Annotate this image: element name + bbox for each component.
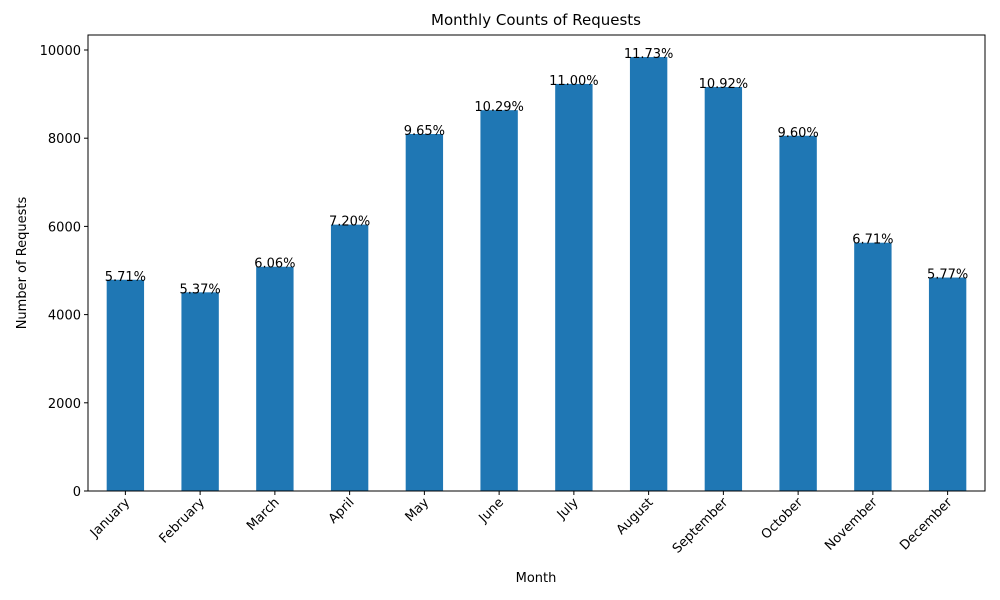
x-tick-label: February xyxy=(157,495,209,547)
bar xyxy=(854,242,892,491)
bar xyxy=(181,292,219,491)
bar-label: 9.60% xyxy=(777,126,818,141)
bar-label: 10.92% xyxy=(699,77,749,92)
bar-label: 6.71% xyxy=(852,233,893,248)
bar xyxy=(555,83,593,491)
bar xyxy=(629,57,668,491)
bar-label: 11.73% xyxy=(624,47,674,62)
bar xyxy=(928,277,967,491)
x-tick-label: January xyxy=(87,495,133,541)
bar xyxy=(256,266,294,491)
x-tick-label: April xyxy=(326,495,358,527)
x-tick-label: October xyxy=(759,495,807,543)
x-tick-label: November xyxy=(822,495,881,554)
x-tick-label: March xyxy=(244,495,283,534)
bar-label: 6.06% xyxy=(254,257,295,272)
bar xyxy=(779,135,817,491)
bar-label: 11.00% xyxy=(549,74,599,89)
x-axis-label: Month xyxy=(516,571,557,586)
y-tick-label: 6000 xyxy=(48,220,81,235)
x-tick-label: September xyxy=(670,495,732,557)
x-tick-label: August xyxy=(614,495,657,538)
x-tick-label: July xyxy=(554,495,582,523)
x-tick-label: May xyxy=(403,495,433,525)
bar xyxy=(106,279,145,491)
bar-label: 7.20% xyxy=(329,215,370,230)
x-tick-label: December xyxy=(897,495,956,554)
bar-label: 5.77% xyxy=(927,268,968,283)
y-tick-label: 10000 xyxy=(40,44,81,59)
bar-label: 9.65% xyxy=(404,124,445,139)
y-tick-label: 8000 xyxy=(48,132,81,147)
bar-label: 10.29% xyxy=(474,100,524,115)
bar-label: 5.37% xyxy=(179,282,220,297)
y-tick-label: 2000 xyxy=(48,397,81,412)
bar xyxy=(480,110,518,491)
y-tick-label: 0 xyxy=(73,485,81,500)
x-tick-label: June xyxy=(476,495,507,526)
y-tick-label: 4000 xyxy=(48,309,81,324)
bar-label: 5.71% xyxy=(105,270,146,285)
bar xyxy=(704,87,743,491)
y-axis-label: Number of Requests xyxy=(15,196,30,329)
chart-title: Monthly Counts of Requests xyxy=(431,11,641,29)
bar xyxy=(405,134,444,491)
bar xyxy=(330,224,369,491)
plot-frame xyxy=(87,34,986,492)
